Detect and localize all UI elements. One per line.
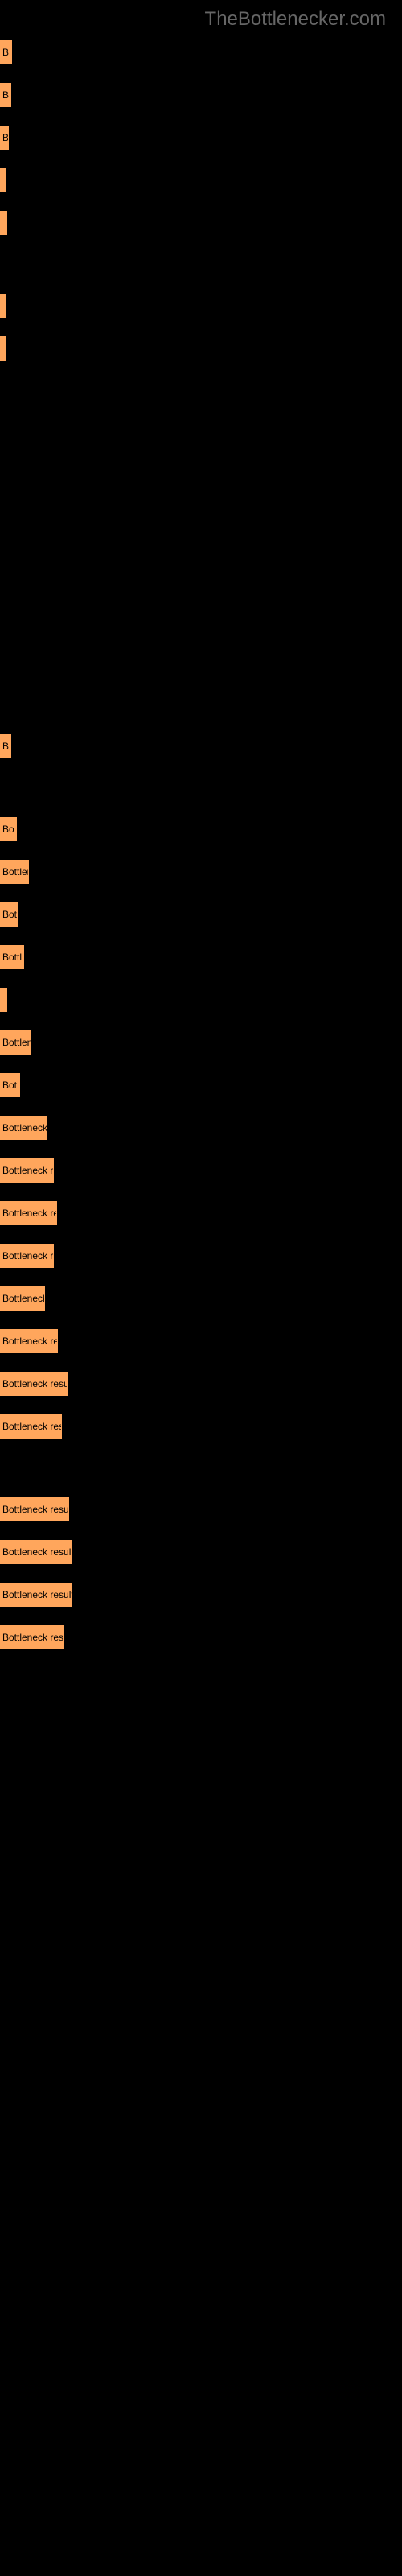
- bar-row: Bottleneck re: [0, 1244, 54, 1284]
- bar-row: Bottleneck res: [0, 1329, 58, 1369]
- chart-bar: Bo: [0, 817, 17, 841]
- bar-row: Bottlen: [0, 1030, 31, 1071]
- chart-bar: Bot: [0, 902, 18, 927]
- chart-bar: [0, 294, 6, 318]
- chart-bar: Bottleneck result: [0, 1497, 69, 1521]
- bar-row: [0, 211, 7, 251]
- chart-bar: Bottleneck re: [0, 1244, 54, 1268]
- bar-row: Bo: [0, 817, 17, 857]
- bar-row: [0, 294, 6, 334]
- chart-bar: Bottleneck resu: [0, 1414, 62, 1439]
- bar-row: Bottl: [0, 945, 24, 985]
- chart-bar: Bottleneck resu: [0, 1625, 64, 1649]
- bar-row: Bottleneck result: [0, 1372, 68, 1412]
- chart-bar: Bottleneck result: [0, 1372, 68, 1396]
- watermark-text: TheBottlenecker.com: [0, 0, 402, 31]
- chart-bar: Bottler: [0, 860, 29, 884]
- chart-bar: Bottleneck result: [0, 1583, 72, 1607]
- bar-row: Bottler: [0, 860, 29, 900]
- chart-bar: Bottleneck re: [0, 1158, 54, 1183]
- bar-row: Bottleneck result: [0, 1497, 69, 1538]
- chart-bar: Bot: [0, 1073, 20, 1097]
- bar-row: Bottleneck result: [0, 1583, 72, 1623]
- chart-bar: [0, 168, 6, 192]
- chart-bar: Bottlen: [0, 1030, 31, 1055]
- bar-row: Bottleneck: [0, 1116, 47, 1156]
- chart-bar: B: [0, 40, 12, 64]
- bar-row: [0, 988, 7, 1028]
- chart-bar: B: [0, 83, 11, 107]
- bar-row: B: [0, 83, 11, 123]
- bar-row: Bot: [0, 1073, 20, 1113]
- chart-bar: Bottleneck: [0, 1116, 47, 1140]
- chart-bar: B: [0, 126, 9, 150]
- bar-row: Bottleneck resu: [0, 1414, 62, 1455]
- bar-row: Bottleneck resu: [0, 1625, 64, 1666]
- bar-row: [0, 168, 6, 208]
- bar-row: B: [0, 126, 9, 166]
- bar-row: B: [0, 40, 12, 80]
- chart-bar: [0, 336, 6, 361]
- chart-bar: B: [0, 734, 11, 758]
- chart-bar: Bottleneck: [0, 1286, 45, 1311]
- chart-bar: Bottleneck res: [0, 1201, 57, 1225]
- bar-row: Bottleneck result: [0, 1540, 72, 1580]
- bar-row: B: [0, 734, 11, 774]
- chart-bar: Bottleneck result: [0, 1540, 72, 1564]
- chart-bar: [0, 988, 7, 1012]
- chart-bar: Bottleneck res: [0, 1329, 58, 1353]
- bar-row: Bottleneck: [0, 1286, 45, 1327]
- bar-row: Bot: [0, 902, 18, 943]
- chart-bar: [0, 211, 7, 235]
- bar-row: [0, 336, 6, 377]
- chart-bar: Bottl: [0, 945, 24, 969]
- bar-row: Bottleneck res: [0, 1201, 57, 1241]
- bar-row: Bottleneck re: [0, 1158, 54, 1199]
